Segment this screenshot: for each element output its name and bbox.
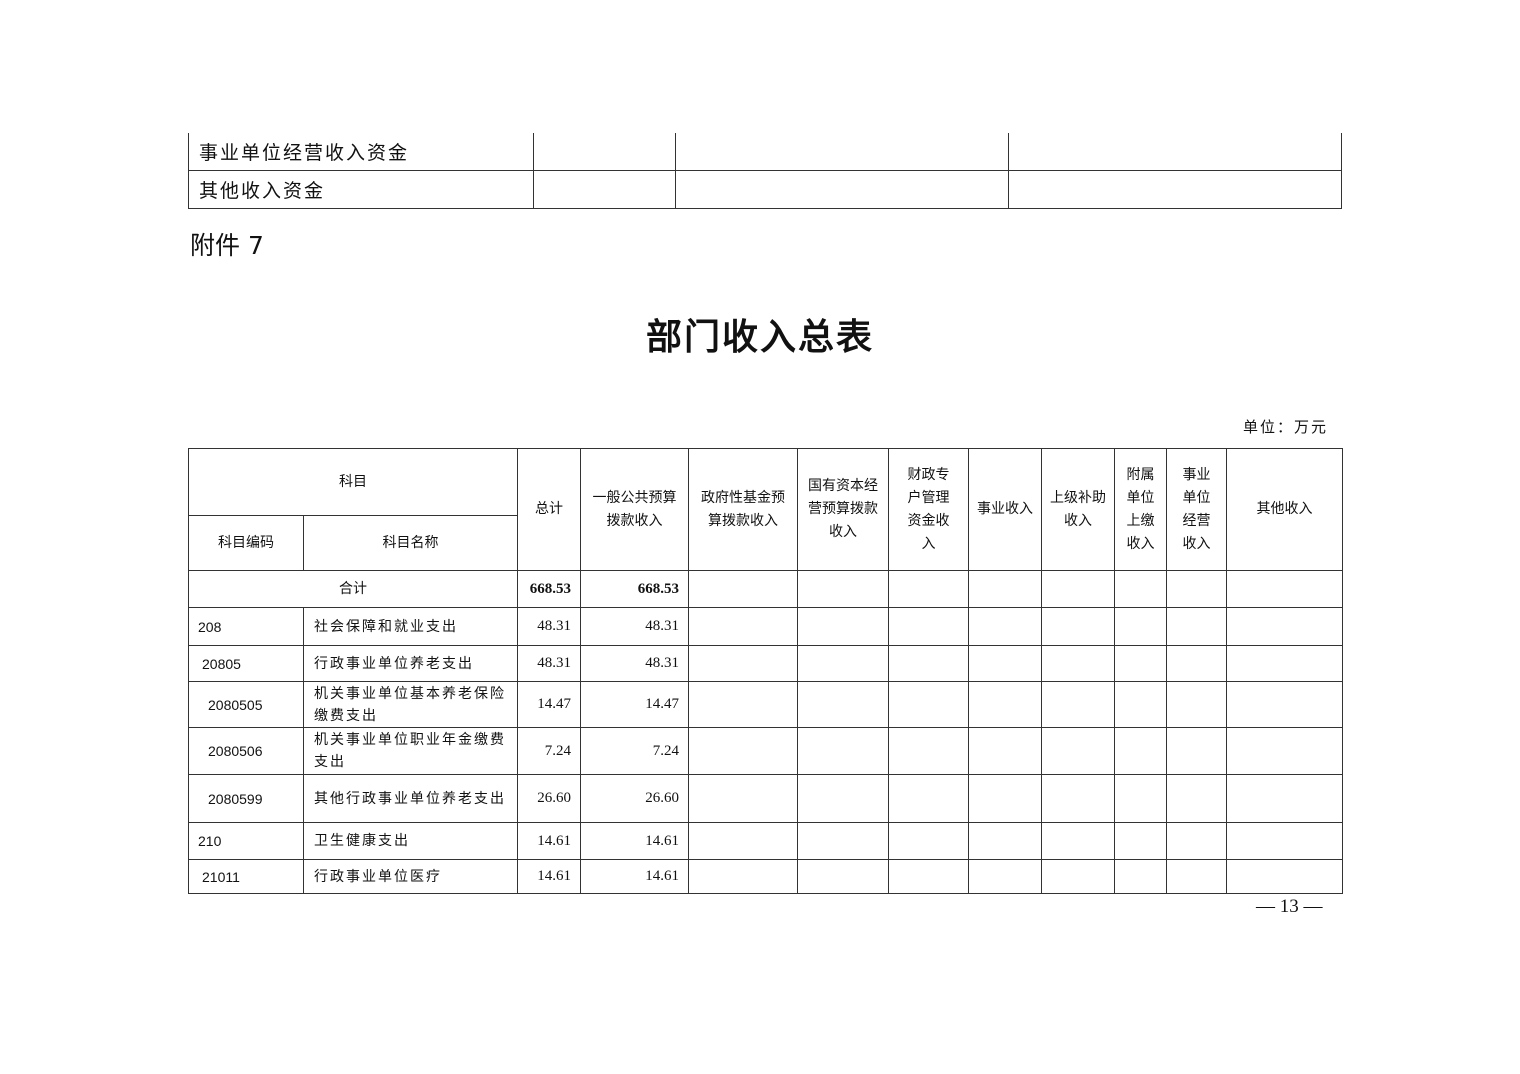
subject-name: 卫生健康支出 — [303, 822, 518, 860]
subject-name: 行政事业单位养老支出 — [303, 645, 518, 682]
general-value: 668.53 — [580, 570, 689, 608]
table-row: 20805 行政事业单位养老支出 48.31 48.31 — [188, 645, 1343, 682]
header-gov-fund: 政府性基金预算拨款收入 — [688, 448, 798, 571]
subject-code: 208 — [188, 607, 304, 646]
total-value: 14.61 — [517, 859, 581, 894]
general-value: 14.47 — [580, 681, 689, 728]
row-label: 其他收入资金 — [188, 170, 534, 209]
subject-name: 社会保障和就业支出 — [303, 607, 518, 646]
subject-name: 机关事业单位职业年金缴费支出 — [303, 727, 518, 775]
previous-table: 事业单位经营收入资金 其他收入资金 — [188, 133, 1342, 209]
page-title: 部门收入总表 — [645, 316, 874, 358]
total-value: 26.60 — [517, 774, 581, 823]
subject-code: 210 — [188, 822, 304, 860]
header-fiscal-account: 财政专户管理资金收入 — [888, 448, 969, 571]
subject-name: 其他行政事业单位养老支出 — [303, 774, 518, 823]
header-subject: 科目 — [188, 448, 518, 516]
table-row: 208 社会保障和就业支出 48.31 48.31 — [188, 607, 1343, 646]
header-other: 其他收入 — [1226, 448, 1343, 571]
subject-code: 20805 — [188, 645, 304, 682]
table-row: 2080506 机关事业单位职业年金缴费支出 7.24 7.24 — [188, 727, 1343, 775]
subject-name: 机关事业单位基本养老保险缴费支出 — [303, 681, 518, 728]
general-value: 48.31 — [580, 607, 689, 646]
header-general: 一般公共预算拨款收入 — [580, 448, 689, 571]
total-row: 合计 668.53 668.53 — [188, 570, 1343, 608]
header-operation: 事业单位经营收入 — [1166, 448, 1227, 571]
subject-code: 2080599 — [188, 774, 304, 823]
header-affiliated: 附属单位上缴收入 — [1114, 448, 1167, 571]
subject-code: 2080505 — [188, 681, 304, 728]
general-value: 26.60 — [580, 774, 689, 823]
total-value: 7.24 — [517, 727, 581, 775]
total-value: 48.31 — [517, 645, 581, 682]
header-business: 事业收入 — [968, 448, 1042, 571]
attachment-label: 附件 7 — [190, 231, 264, 260]
subject-code: 2080506 — [188, 727, 304, 775]
general-value: 14.61 — [580, 859, 689, 894]
total-value: 14.61 — [517, 822, 581, 860]
page-number: — 13 — — [1256, 896, 1323, 917]
unit-label: 单位：万元 — [1243, 418, 1329, 436]
subject-name: 行政事业单位医疗 — [303, 859, 518, 894]
general-value: 14.61 — [580, 822, 689, 860]
subject-code: 21011 — [188, 859, 304, 894]
header-name: 科目名称 — [303, 515, 518, 571]
total-value: 668.53 — [517, 570, 581, 608]
header-total: 总计 — [517, 448, 581, 571]
table-row: 其他收入资金 — [188, 170, 1342, 209]
total-value: 48.31 — [517, 607, 581, 646]
total-label: 合计 — [188, 570, 518, 608]
row-label: 事业单位经营收入资金 — [188, 133, 534, 171]
general-value: 7.24 — [580, 727, 689, 775]
general-value: 48.31 — [580, 645, 689, 682]
table-row: 2080599 其他行政事业单位养老支出 26.60 26.60 — [188, 774, 1343, 823]
total-value: 14.47 — [517, 681, 581, 728]
table-row: 事业单位经营收入资金 — [188, 133, 1342, 171]
header-superior: 上级补助收入 — [1041, 448, 1115, 571]
table-row: 21011 行政事业单位医疗 14.61 14.61 — [188, 859, 1343, 894]
header-code: 科目编码 — [188, 515, 304, 571]
table-row: 210 卫生健康支出 14.61 14.61 — [188, 822, 1343, 860]
header-state-capital: 国有资本经营预算拨款收入 — [797, 448, 889, 571]
income-table: 科目 总计 一般公共预算拨款收入 政府性基金预算拨款收入 国有资本经营预算拨款收… — [188, 448, 1343, 894]
table-row: 2080505 机关事业单位基本养老保险缴费支出 14.47 14.47 — [188, 681, 1343, 728]
